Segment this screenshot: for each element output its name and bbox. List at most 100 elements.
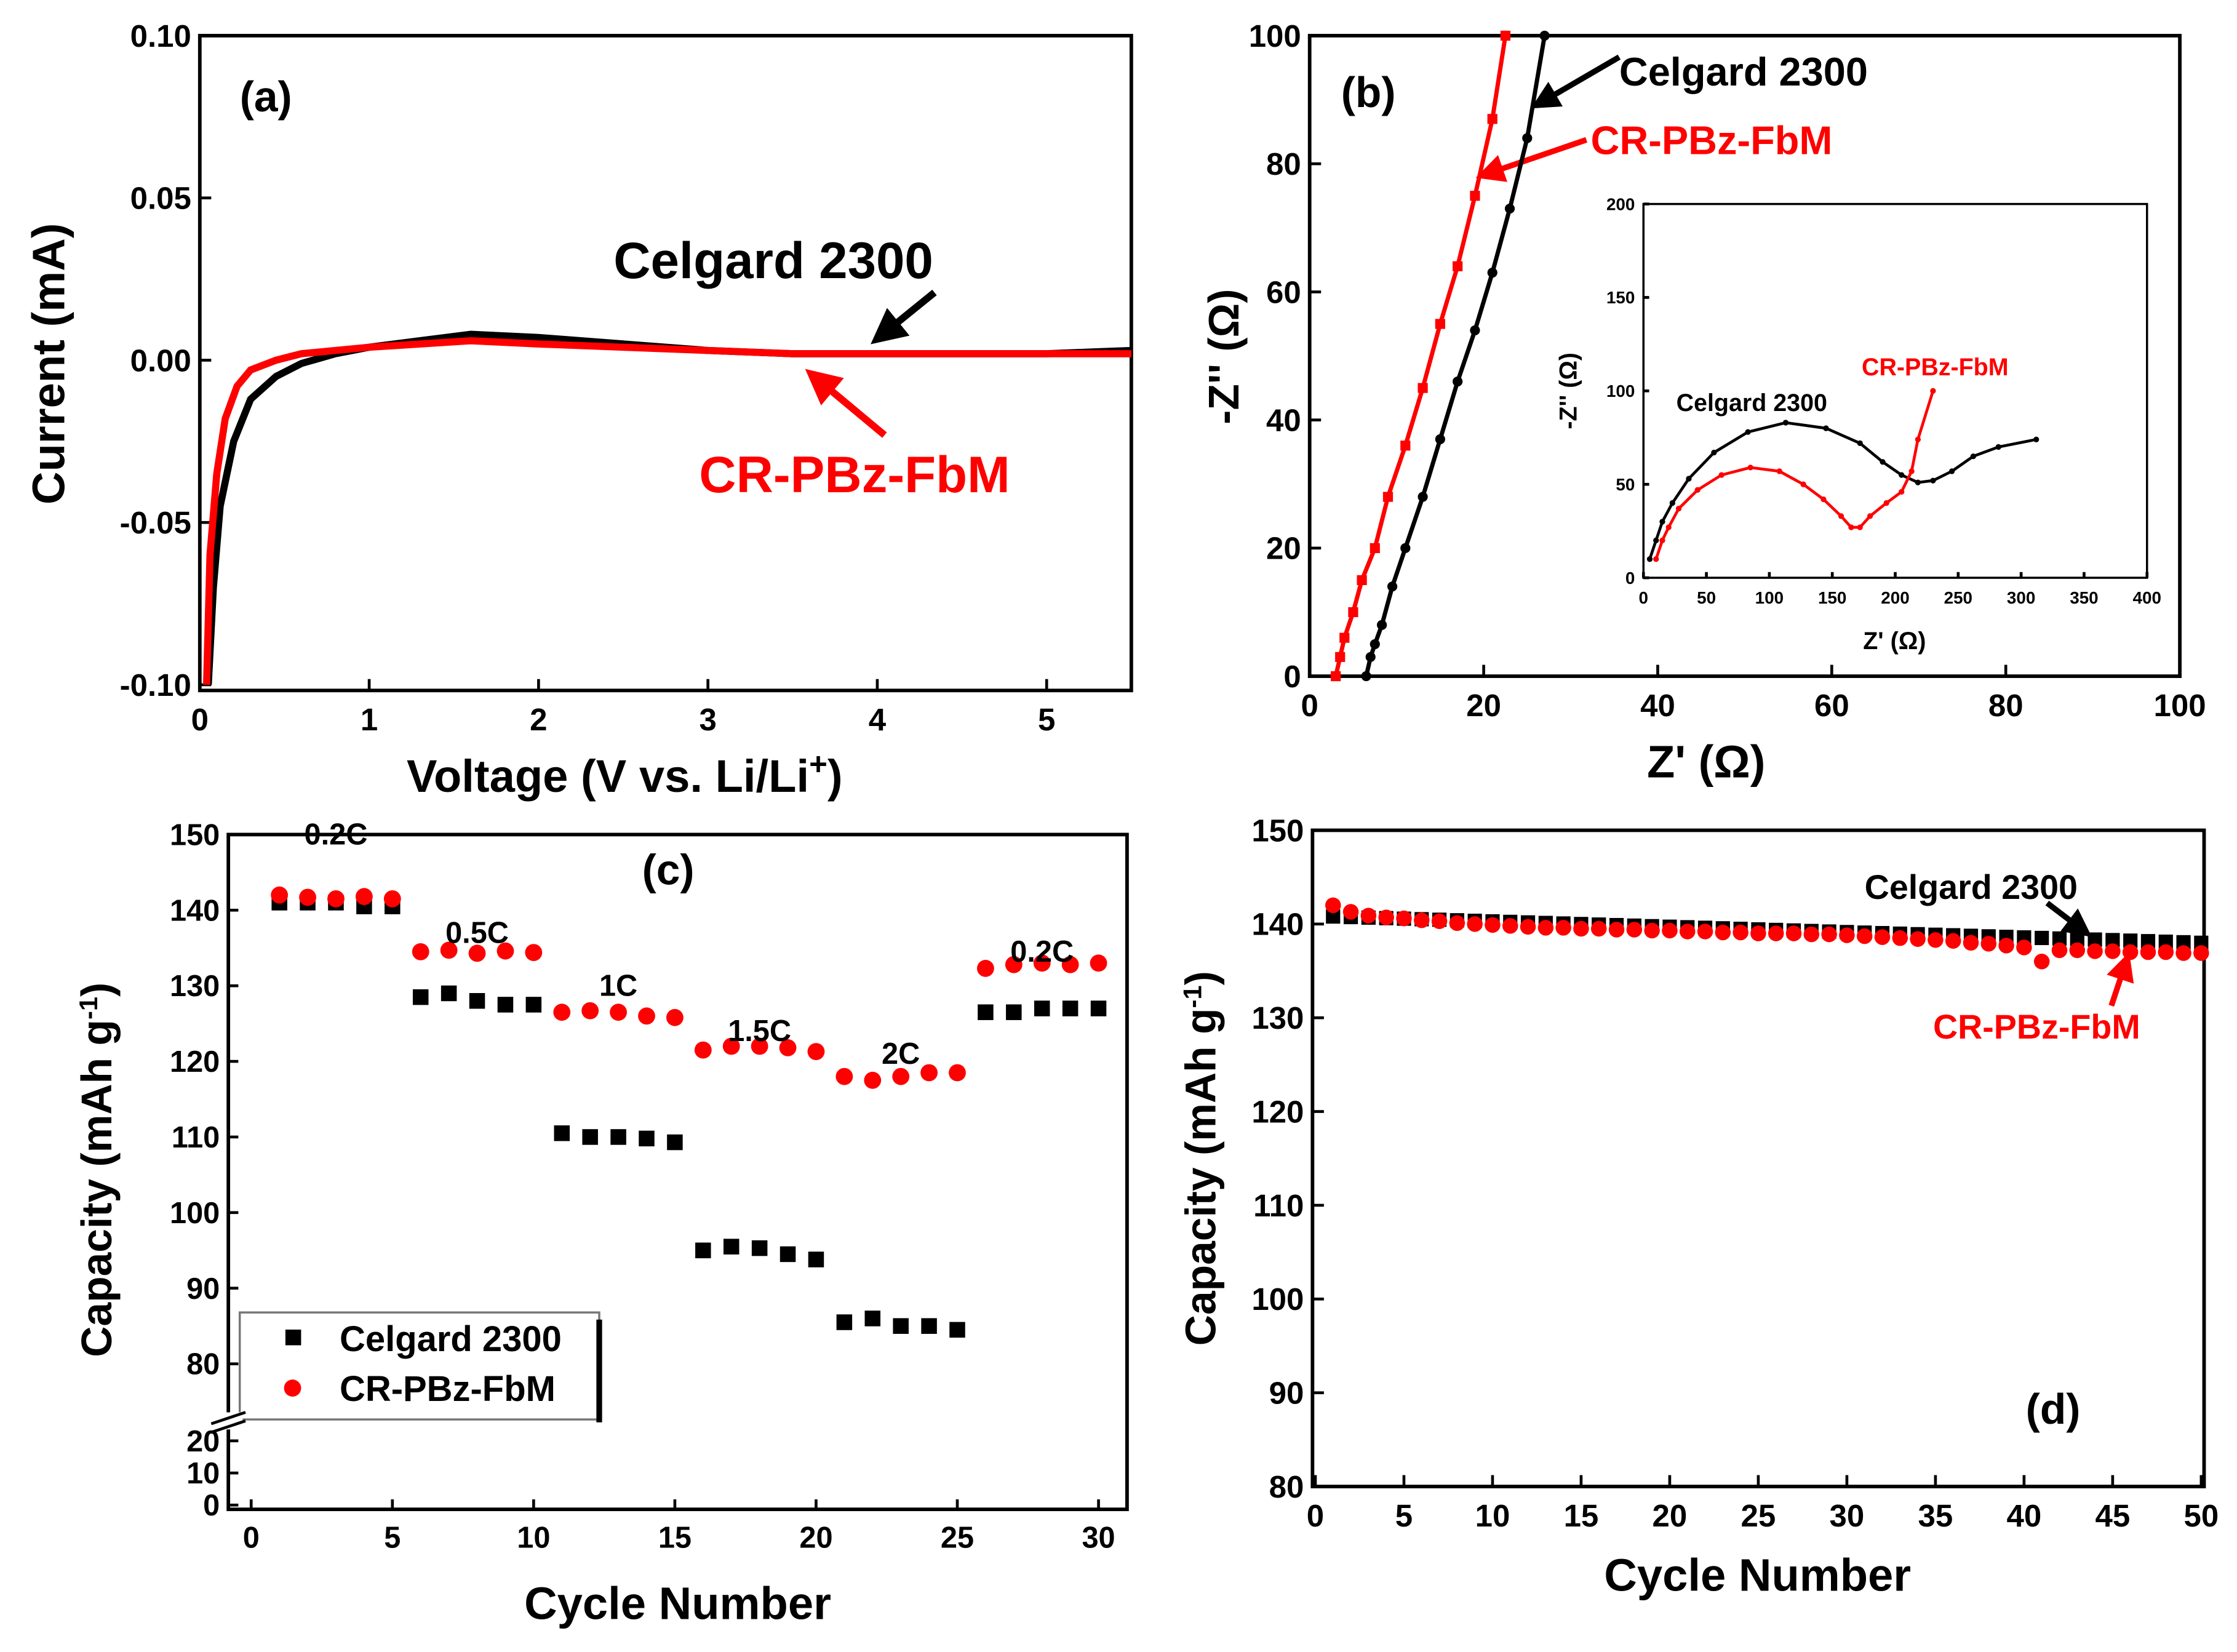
inset-data-point (1930, 477, 1936, 484)
data-point-celgard (1034, 1000, 1050, 1016)
data-point-cr (864, 1071, 882, 1089)
y-tick-label: 100 (1249, 18, 1301, 54)
data-point-cr (1821, 926, 1837, 943)
y-tick-label: 80 (1266, 146, 1301, 182)
inset-data-point (1675, 506, 1682, 512)
inset-data-point (1747, 465, 1753, 471)
y-axis-label: Capacity (mAh g-1) (73, 983, 121, 1357)
inset-data-point (1908, 468, 1915, 474)
y-tick-label: -0.10 (120, 668, 191, 703)
data-point-cr (1573, 920, 1589, 937)
data-point-cr (779, 1039, 797, 1056)
data-point-celgard (978, 1004, 994, 1020)
x-tick-label: 15 (658, 1522, 692, 1555)
inset-data-point (2033, 436, 2040, 442)
data-point (1400, 441, 1411, 451)
data-point (1539, 30, 1550, 41)
inset-data-point (1838, 513, 1844, 519)
x-axis-label: Cycle Number (524, 1578, 831, 1629)
y-tick-label: 130 (1251, 1000, 1304, 1035)
data-point (1487, 268, 1497, 278)
panel-b-frame (1307, 34, 2182, 678)
inset-data-point (1899, 472, 1905, 478)
data-point-celgard (639, 1130, 655, 1147)
data-point-cr (1910, 931, 1926, 947)
data-point-cr (1963, 935, 1979, 951)
data-point-cr (1750, 925, 1766, 941)
inset-data-point (1899, 489, 1905, 495)
data-point (1470, 191, 1480, 201)
panel-d: (d) Celgard 2300 CR-PBz-FbM Cycle Number… (1177, 813, 2219, 1600)
inset-data-point (1800, 481, 1806, 487)
data-point (1382, 492, 1394, 502)
data-point-cr (1431, 913, 1448, 930)
y-axis-label: Current (mA) (23, 223, 74, 505)
data-point-cr (412, 943, 429, 960)
y-axis-label: Capacity (mAh g-1) (1177, 971, 1225, 1346)
data-point-cr (807, 1043, 825, 1061)
data-point-celgard (2123, 933, 2138, 948)
data-point-celgard (780, 1246, 796, 1263)
inset-frame (1642, 202, 2148, 579)
y-tick-label: 0.05 (130, 181, 191, 216)
data-point-cr (1360, 908, 1377, 924)
data-point-cr (1785, 925, 1802, 941)
inset-x-tick-label: 50 (1697, 588, 1716, 607)
data-point-cr (581, 1002, 599, 1020)
data-point-cr (1325, 897, 1341, 914)
data-point-celgard (2035, 930, 2049, 946)
inset-data-point (1848, 524, 1854, 530)
data-point-cr (496, 942, 514, 960)
data-point (1335, 652, 1346, 662)
data-point-cr (355, 888, 373, 906)
legend-marker-celgard (285, 1329, 301, 1346)
inset-annotation-celgard: Celgard 2300 (1677, 389, 1827, 417)
data-point-celgard (864, 1311, 881, 1327)
data-point-cr (2051, 942, 2068, 959)
legend-marker-cr (284, 1379, 301, 1397)
arrow-cr (1475, 137, 1588, 182)
x-tick-label: 30 (1830, 1498, 1865, 1533)
data-point-celgard (836, 1314, 853, 1330)
x-tick-label: 35 (1918, 1498, 1953, 1533)
data-point-celgard (921, 1318, 937, 1334)
y-tick-label: 140 (1251, 907, 1304, 942)
rate-label: 0.2C (305, 818, 368, 852)
data-point (1331, 671, 1341, 682)
y-tick-label: 0.10 (130, 18, 191, 54)
data-point-cr (468, 944, 486, 962)
rate-label: 1.5C (728, 1015, 791, 1048)
data-point-celgard (751, 1240, 768, 1256)
data-point-cr (1520, 919, 1536, 935)
y-tick-label: 150 (170, 818, 220, 852)
data-point-cr (1342, 904, 1359, 920)
x-tick-label: 5 (384, 1522, 401, 1555)
data-point (1370, 639, 1380, 650)
data-point-celgard (610, 1129, 626, 1145)
inset-y-tick-label: 150 (1606, 288, 1635, 307)
x-tick-label: 80 (1988, 688, 2024, 723)
x-tick-label: 40 (2007, 1498, 2042, 1533)
panel-b-label: (b) (1341, 68, 1396, 116)
data-point (1470, 325, 1480, 335)
axis-break-mark (210, 1411, 246, 1426)
y-tick-label: 130 (170, 970, 220, 1003)
data-point-cr (2122, 944, 2139, 960)
inset-data-point (1857, 524, 1863, 530)
y-tick-label: 110 (1253, 1188, 1304, 1223)
data-point-cr (525, 944, 543, 962)
data-point-celgard (412, 989, 429, 1005)
data-point (1370, 543, 1380, 553)
arrow-cr (2107, 952, 2134, 1007)
data-point-cr (2105, 943, 2121, 959)
legend-label-celgard: Celgard 2300 (340, 1320, 562, 1359)
annotation-celgard: Celgard 2300 (1865, 868, 2078, 906)
data-point-cr (1998, 938, 2014, 954)
data-point-cr (722, 1037, 740, 1055)
x-tick-label: 60 (1814, 688, 1849, 723)
data-point (1339, 632, 1350, 643)
x-tick-label: 5 (1395, 1498, 1413, 1533)
data-point (1361, 671, 1371, 682)
x-tick-label: 2 (530, 702, 547, 737)
data-point-celgard (695, 1242, 711, 1259)
